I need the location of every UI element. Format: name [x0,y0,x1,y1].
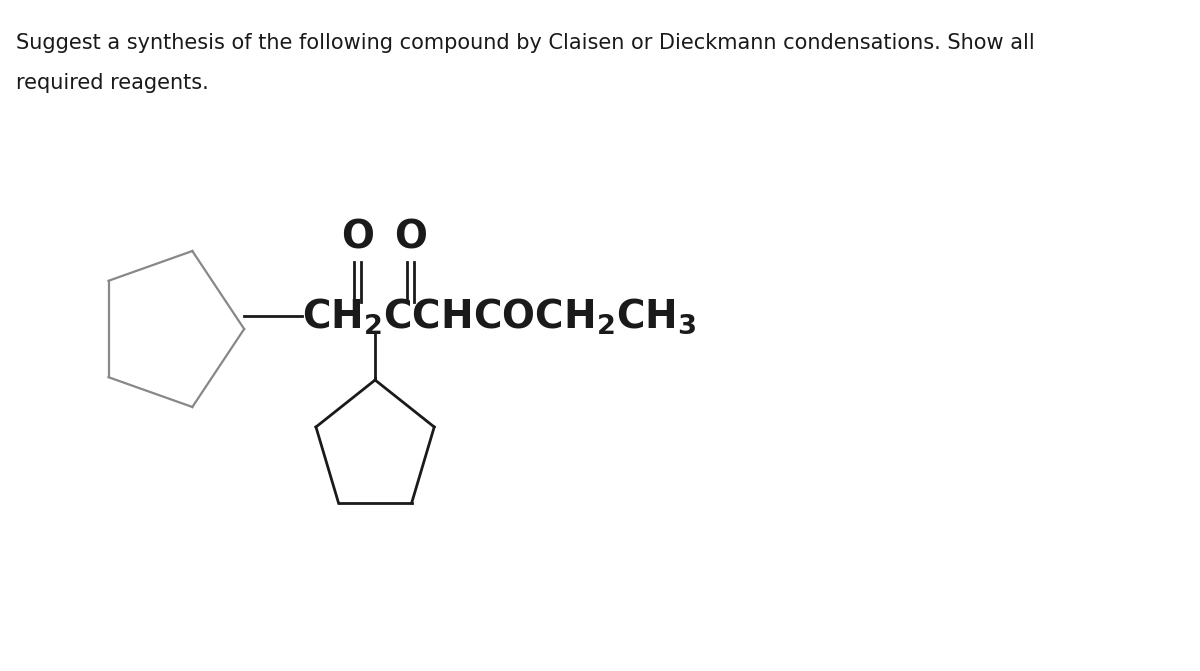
Text: Suggest a synthesis of the following compound by Claisen or Dieckmann condensati: Suggest a synthesis of the following com… [17,33,1036,53]
Text: O: O [394,218,427,256]
Text: O: O [341,218,374,256]
Text: required reagents.: required reagents. [17,73,209,93]
Text: $\mathregular{CH_2CCHCOCH_2CH_3}$: $\mathregular{CH_2CCHCOCH_2CH_3}$ [301,296,696,336]
